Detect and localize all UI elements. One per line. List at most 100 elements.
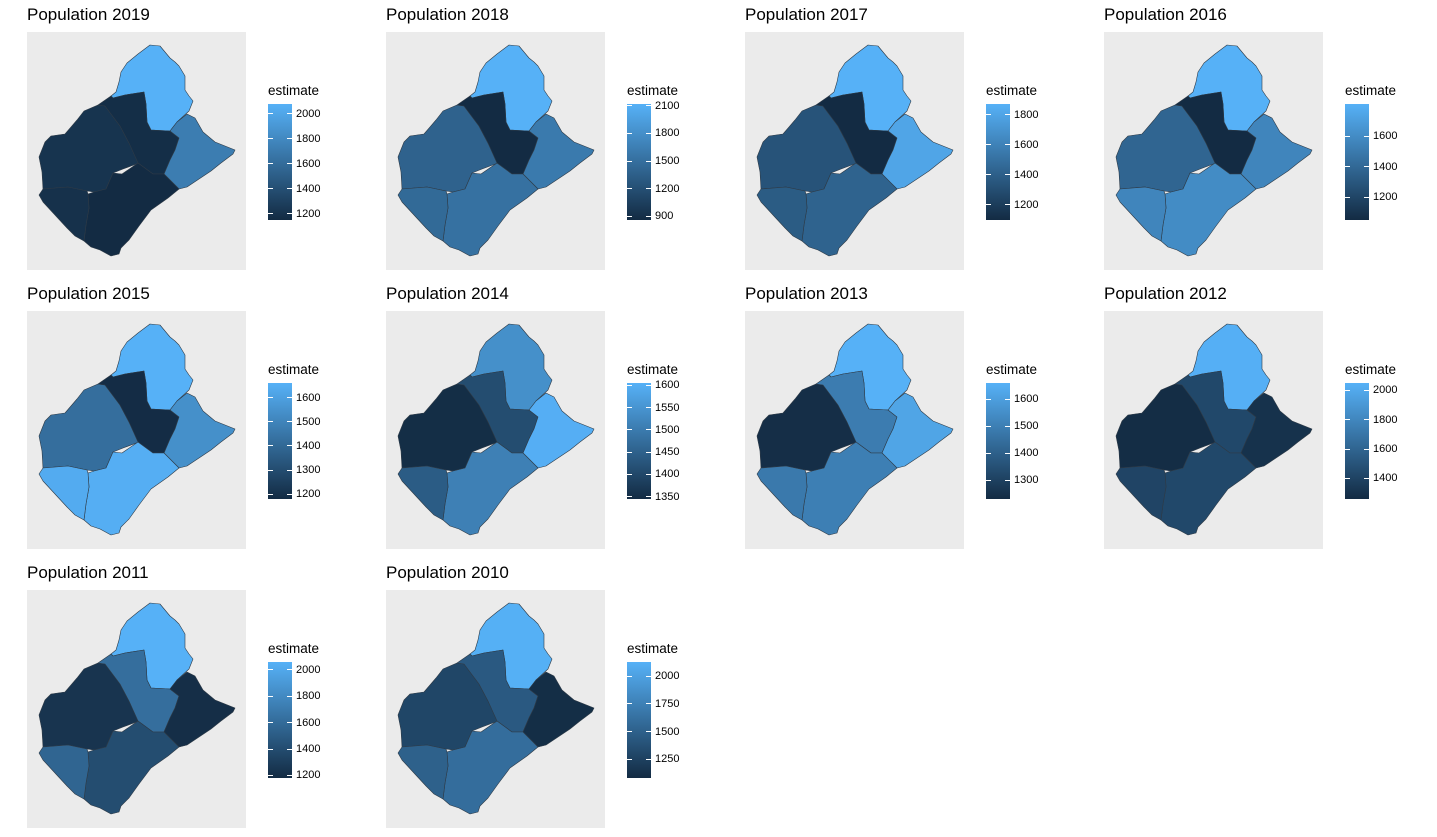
legend-tick-mark: [1005, 144, 1010, 146]
legend-title: estimate: [1345, 83, 1397, 98]
legend-tick-mark: [646, 473, 651, 475]
legend-title: estimate: [986, 83, 1038, 98]
legend-tick-mark: [268, 445, 273, 447]
legend-tick-mark: [1364, 448, 1369, 450]
legend-tick-label: 2000: [655, 670, 680, 683]
map-plot-area: [386, 590, 605, 828]
legend-tick-mark: [287, 774, 292, 776]
map-plot-area: [745, 311, 964, 549]
panel-title: Population 2011: [27, 563, 149, 582]
legend-tick-mark: [1005, 452, 1010, 454]
legend-tick-mark: [1005, 174, 1010, 176]
legend-tick-mark: [1364, 389, 1369, 391]
legend-tick-mark: [646, 451, 651, 453]
legend-tick-mark: [646, 703, 651, 705]
legend-title: estimate: [627, 641, 679, 656]
legend-tick-mark: [646, 188, 651, 190]
panel-title: Population 2019: [27, 5, 150, 24]
legend-tick-mark: [627, 160, 632, 162]
map-panel: Population 2012 estimate 1400 1600 1800 2000: [1077, 279, 1422, 558]
region-south: [1160, 162, 1257, 257]
panel-title: Population 2018: [386, 5, 509, 24]
legend-tick-mark: [287, 445, 292, 447]
legend-colorbar: [986, 383, 1010, 499]
legend-tick-label: 1500: [655, 155, 680, 168]
legend-tick-labels: 1400 1600 1800 2000: [1345, 383, 1423, 499]
legend-tick-labels: 1200 1400 1600: [1345, 104, 1423, 220]
legend-tick-mark: [287, 113, 292, 115]
legend-tick-mark: [287, 138, 292, 140]
legend-tick-mark: [627, 215, 632, 217]
legend-tick-label: 2100: [655, 99, 680, 112]
map-plot-area: [745, 32, 964, 270]
legend-tick-mark: [268, 138, 273, 140]
legend-tick-mark: [1345, 477, 1350, 479]
choropleth-map: [397, 602, 595, 815]
legend-tick-mark: [646, 132, 651, 134]
legend-tick-label: 1400: [1014, 447, 1039, 460]
legend-tick-mark: [986, 425, 991, 427]
legend-tick-mark: [268, 695, 273, 697]
legend-tick-label: 1800: [296, 690, 321, 703]
region-south-center: [1115, 186, 1167, 242]
map-panel: Population 2013 estimate 1300 1400 1500 1600: [718, 279, 1063, 558]
legend-tick-mark: [268, 397, 273, 398]
legend-tick-mark: [1345, 196, 1350, 198]
legend-tick-mark: [627, 473, 632, 475]
map-panel: Population 2016 estimate 1200 1400 1600: [1077, 0, 1422, 279]
region-east: [522, 392, 595, 469]
legend-tick-label: 1400: [1014, 168, 1039, 181]
legend-tick-label: 1200: [296, 769, 321, 782]
map-plot-area: [386, 311, 605, 549]
legend-tick-label: 1600: [296, 157, 321, 170]
region-south-center: [756, 465, 808, 521]
legend-tick-mark: [1005, 398, 1010, 400]
legend-title: estimate: [627, 83, 679, 98]
legend-tick-mark: [646, 675, 651, 677]
legend-tick-label: 1300: [1014, 474, 1039, 487]
legend-tick-mark: [986, 174, 991, 176]
region-south: [83, 441, 180, 536]
legend-colorbar: [627, 662, 651, 778]
legend-colorbar: [268, 662, 292, 778]
legend-tick-mark: [986, 452, 991, 454]
legend-tick-mark: [287, 722, 292, 724]
legend-tick-mark: [268, 722, 273, 724]
legend-tick-mark: [1345, 166, 1350, 168]
region-south-center: [397, 465, 449, 521]
choropleth-map: [756, 44, 954, 257]
legend-tick-label: 1600: [296, 716, 321, 729]
legend-tick-label: 1600: [296, 391, 321, 404]
region-south: [442, 441, 539, 536]
map-panel: Population 2019 estimate 1200 1400 1600 1800 2…: [0, 0, 345, 279]
region-south-center: [38, 465, 90, 521]
map-plot-area: [27, 311, 246, 549]
legend-tick-label: 1550: [655, 401, 680, 414]
legend-tick-mark: [287, 397, 292, 398]
legend-tick-label: 1400: [296, 439, 321, 452]
legend-tick-mark: [646, 496, 651, 498]
region-east: [163, 392, 236, 469]
map-panel: Population 2017 estimate 1200 1400 1600 1800: [718, 0, 1063, 279]
choropleth-map: [38, 323, 236, 536]
legend-title: estimate: [986, 362, 1038, 377]
legend-tick-label: 1400: [1373, 160, 1398, 173]
legend-tick-label: 1750: [655, 697, 680, 710]
legend-tick-labels: 1200 1400 1600 1800: [986, 104, 1064, 220]
legend-tick-label: 1500: [296, 415, 321, 428]
legend-tick-label: 1600: [1373, 443, 1398, 456]
legend-tick-mark: [646, 384, 651, 386]
region-east: [881, 392, 954, 469]
legend-tick-labels: 1350 1400 1450 1500 1550 1600: [627, 379, 705, 503]
legend-tick-mark: [268, 669, 273, 671]
legend-tick-mark: [986, 114, 991, 116]
legend-tick-mark: [986, 479, 991, 481]
legend-tick-label: 1300: [296, 464, 321, 476]
panel-title: Population 2017: [745, 5, 868, 24]
map-panel: Population 2010 estimate 1250 1500 1750 2000: [359, 558, 704, 837]
legend-tick-label: 1400: [655, 468, 680, 481]
region-south: [1160, 441, 1257, 536]
legend-tick-labels: 1200 1300 1400 1500 1600: [268, 383, 346, 500]
legend-colorbar: [1345, 383, 1369, 499]
legend-tick-label: 1500: [655, 423, 680, 436]
